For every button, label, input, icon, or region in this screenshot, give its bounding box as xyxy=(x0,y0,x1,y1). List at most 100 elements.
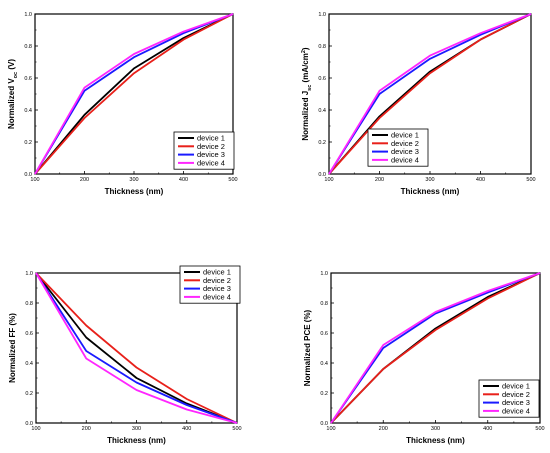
y-axis-label-sub: sc xyxy=(307,85,313,91)
series-line-device-1 xyxy=(35,272,238,424)
legend-label: device 4 xyxy=(203,293,231,302)
legend-label: device 1 xyxy=(391,131,419,140)
y-axis-label: Normalized Jsc (mA/cm2) xyxy=(301,47,313,141)
legend-label: device 3 xyxy=(502,398,530,407)
y-axis-label-tail: ) xyxy=(301,47,310,50)
legend-label: device 2 xyxy=(203,276,231,285)
x-tick-label: 500 xyxy=(228,177,237,183)
y-tick-label: 0.2 xyxy=(25,391,33,397)
y-tick-label: 0.0 xyxy=(25,421,33,427)
y-tick-label: 0.0 xyxy=(320,421,328,427)
series-line-device-4 xyxy=(35,272,238,424)
y-tick-label: 0.4 xyxy=(25,361,33,367)
series-line-device-4 xyxy=(330,272,541,424)
series-line-device-2 xyxy=(330,272,541,424)
x-tick-label: 200 xyxy=(375,177,384,183)
series-line-device-1 xyxy=(34,13,234,175)
x-tick-label: 200 xyxy=(379,426,388,432)
y-axis-label-base: Normalized J xyxy=(301,91,310,141)
legend-label: device 3 xyxy=(197,150,225,159)
y-axis-label: Normalized Voc (V) xyxy=(7,59,19,129)
y-tick-label: 0.8 xyxy=(318,44,326,50)
y-tick-label: 1.0 xyxy=(318,12,326,18)
y-axis-label-base: Normalized PCE (%) xyxy=(303,309,312,386)
legend-label: device 4 xyxy=(197,159,225,168)
x-tick-label: 100 xyxy=(31,426,40,432)
x-axis-label: Thickness (nm) xyxy=(107,436,166,445)
series-line-device-2 xyxy=(328,13,532,175)
x-tick-label: 300 xyxy=(425,177,434,183)
y-tick-label: 0.8 xyxy=(25,301,33,307)
y-tick-label: 1.0 xyxy=(320,271,328,277)
legend-label: device 1 xyxy=(197,134,225,143)
y-axis-label-base: Normalized FF (%) xyxy=(8,313,17,383)
y-tick-label: 0.0 xyxy=(24,172,32,178)
x-tick-label: 400 xyxy=(182,426,191,432)
chart-panel-2: 100 200 300 400 500 0.0 0.2 0.4 0.6 0.8 1.0 Thickne… xyxy=(301,12,536,196)
y-tick-label: 1.0 xyxy=(25,271,33,277)
x-tick-label: 400 xyxy=(179,177,188,183)
y-tick-label: 0.6 xyxy=(24,76,32,82)
x-tick-label: 100 xyxy=(324,177,333,183)
y-axis-label-base: Normalized V xyxy=(7,78,16,129)
x-tick-label: 100 xyxy=(30,177,39,183)
y-tick-label: 0.2 xyxy=(24,140,32,146)
x-tick-label: 400 xyxy=(476,177,485,183)
legend-label: device 2 xyxy=(391,139,419,148)
legend-label: device 4 xyxy=(391,156,419,165)
x-tick-label: 400 xyxy=(483,426,492,432)
y-tick-label: 0.8 xyxy=(24,44,32,50)
series-line-device-3 xyxy=(35,272,238,424)
x-tick-label: 500 xyxy=(526,177,535,183)
y-axis-label: Normalized FF (%) xyxy=(8,313,17,383)
y-tick-label: 0.2 xyxy=(320,391,328,397)
x-tick-label: 300 xyxy=(132,426,141,432)
legend-label: device 1 xyxy=(203,268,231,277)
y-tick-label: 0.4 xyxy=(24,108,32,114)
x-tick-label: 500 xyxy=(232,426,241,432)
y-axis-label-suffix: (mA/cm xyxy=(301,53,310,85)
x-axis-label: Thickness (nm) xyxy=(406,436,465,445)
y-axis-label: Normalized PCE (%) xyxy=(303,309,312,386)
x-tick-label: 300 xyxy=(431,426,440,432)
y-axis-label-sub: oc xyxy=(13,72,19,78)
chart-panel-1: 100 200 300 400 500 0.0 0.2 0.4 0.6 0.8 1.0 Thickne… xyxy=(7,12,238,196)
y-tick-label: 0.8 xyxy=(320,301,328,307)
x-tick-label: 200 xyxy=(82,426,91,432)
series-line-device-3 xyxy=(328,13,532,175)
chart-panel-3: 100 200 300 400 500 0.0 0.2 0.4 0.6 0.8 1.0 Thickne… xyxy=(8,265,242,445)
x-tick-label: 500 xyxy=(535,426,544,432)
y-tick-label: 0.4 xyxy=(320,361,328,367)
series-line-device-4 xyxy=(34,13,234,175)
series-line-device-4 xyxy=(328,13,532,175)
series-line-device-2 xyxy=(35,272,238,424)
series-line-device-2 xyxy=(34,13,234,175)
legend-label: device 1 xyxy=(502,382,530,391)
y-tick-label: 0.6 xyxy=(320,331,328,337)
legend-label: device 2 xyxy=(502,390,530,399)
plot-frame xyxy=(328,13,532,175)
x-tick-label: 300 xyxy=(129,177,138,183)
chart-panel-4: 100 200 300 400 500 0.0 0.2 0.4 0.6 0.8 1.0 Thickne… xyxy=(303,271,545,445)
x-tick-label: 200 xyxy=(80,177,89,183)
series-line-device-3 xyxy=(330,272,541,424)
legend-label: device 3 xyxy=(203,284,231,293)
y-tick-label: 0.2 xyxy=(318,140,326,146)
y-tick-label: 1.0 xyxy=(24,12,32,18)
series-line-device-1 xyxy=(328,13,532,175)
y-axis-label-suffix: (V) xyxy=(7,59,16,72)
y-tick-label: 0.6 xyxy=(318,76,326,82)
y-tick-label: 0.4 xyxy=(318,108,326,114)
y-axis-label-sup: 2 xyxy=(301,50,307,53)
series-line-device-3 xyxy=(34,13,234,175)
x-axis-label: Thickness (nm) xyxy=(105,187,164,196)
legend-label: device 3 xyxy=(391,147,419,156)
legend-label: device 2 xyxy=(197,142,225,151)
y-tick-label: 0.6 xyxy=(25,331,33,337)
x-tick-label: 100 xyxy=(326,426,335,432)
